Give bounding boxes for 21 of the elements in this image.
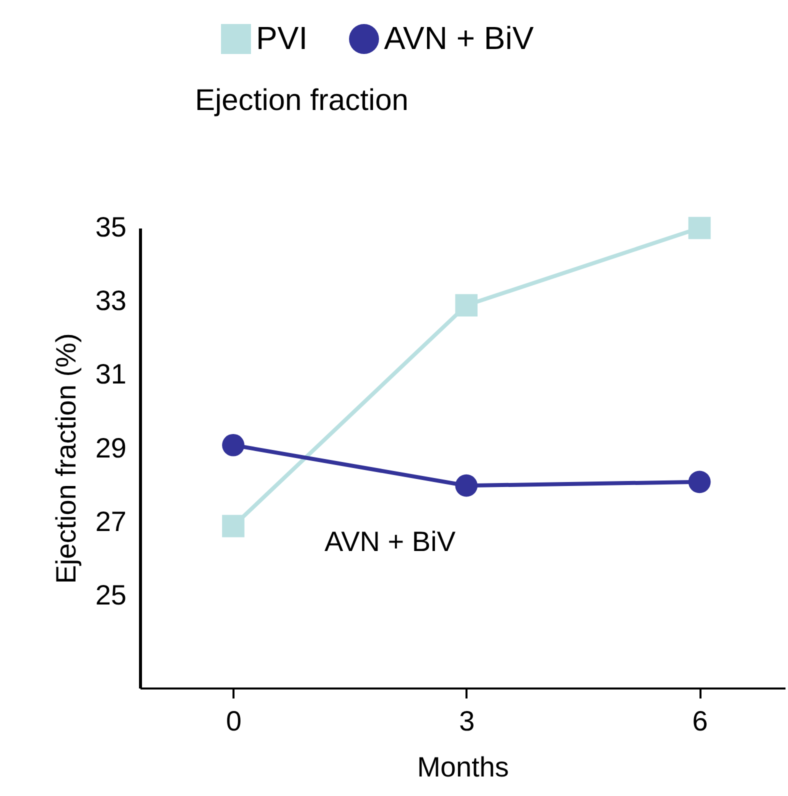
y-tick-label: 25 xyxy=(95,580,126,610)
legend-label: PVI xyxy=(256,20,308,56)
legend-label: AVN + BiV xyxy=(384,20,534,56)
y-tick-label: 27 xyxy=(95,506,126,537)
point xyxy=(455,474,478,497)
point xyxy=(222,434,244,456)
x-tick-label: 6 xyxy=(692,706,708,736)
point xyxy=(688,216,711,240)
annotation: AVN + BiV xyxy=(324,526,456,557)
y-tick-label: 31 xyxy=(95,358,126,390)
y-tick-label: 29 xyxy=(95,432,126,464)
point xyxy=(222,514,244,538)
x-axis-title: Months xyxy=(417,752,509,782)
y-axis-title: Ejection fraction (%) xyxy=(50,333,82,584)
point xyxy=(455,294,478,316)
x-tick-label: 3 xyxy=(459,706,475,736)
point xyxy=(688,470,711,494)
chart-title: Ejection fraction xyxy=(195,84,408,117)
x-tick-label: 0 xyxy=(226,706,242,736)
y-tick-label: 33 xyxy=(95,285,126,316)
y-tick-label: 35 xyxy=(95,212,126,242)
